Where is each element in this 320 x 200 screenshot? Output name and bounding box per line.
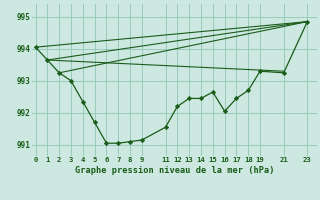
X-axis label: Graphe pression niveau de la mer (hPa): Graphe pression niveau de la mer (hPa) — [75, 166, 274, 175]
